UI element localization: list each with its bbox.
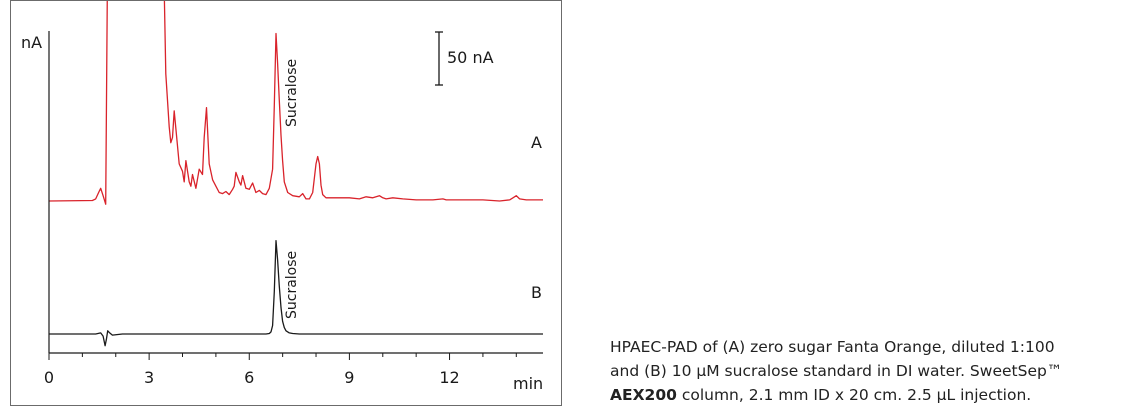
series-a-trace [48, 1, 543, 205]
y-axis-label: nA [21, 33, 42, 52]
x-axis-unit: min [513, 374, 543, 393]
caption-line-3: AEX200 column, 2.1 mm ID x 20 cm. 2.5 µL… [610, 383, 1125, 407]
series-b-label: B [531, 283, 542, 302]
axes-layer: 0 3 6 9 12 [44, 31, 543, 387]
traces-layer [48, 1, 543, 347]
caption-line-3-rest: column, 2.1 mm ID x 20 cm. 2.5 µL inject… [676, 386, 1032, 404]
caption-line-2: and (B) 10 µM sucralose standard in DI w… [610, 362, 1063, 380]
x-tick-label: 9 [344, 368, 354, 387]
caption-line-1: HPAEC-PAD of (A) zero sugar Fanta Orange… [610, 338, 1055, 356]
scale-bar: 50 nA [435, 31, 494, 86]
x-tick-label: 3 [144, 368, 154, 387]
series-a-label: A [531, 133, 542, 152]
peak-label-sucralose-b: Sucralose [284, 251, 300, 319]
chromatogram-panel: 0 3 6 9 12 nA min 50 nA A B Sucralose Sucral… [10, 0, 562, 406]
x-tick-label: 6 [244, 368, 254, 387]
chromatogram-plot: 0 3 6 9 12 nA min 50 nA A B Sucralose Sucral… [21, 1, 543, 393]
caption-column-name: AEX200 [610, 386, 677, 404]
x-tick-label: 0 [44, 368, 54, 387]
figure-caption: HPAEC-PAD of (A) zero sugar Fanta Orange… [610, 335, 1125, 407]
x-tick-label: 12 [439, 368, 459, 387]
scale-bar-label: 50 nA [447, 48, 494, 67]
peak-label-sucralose-a: Sucralose [284, 59, 300, 127]
series-b-trace [49, 240, 543, 347]
